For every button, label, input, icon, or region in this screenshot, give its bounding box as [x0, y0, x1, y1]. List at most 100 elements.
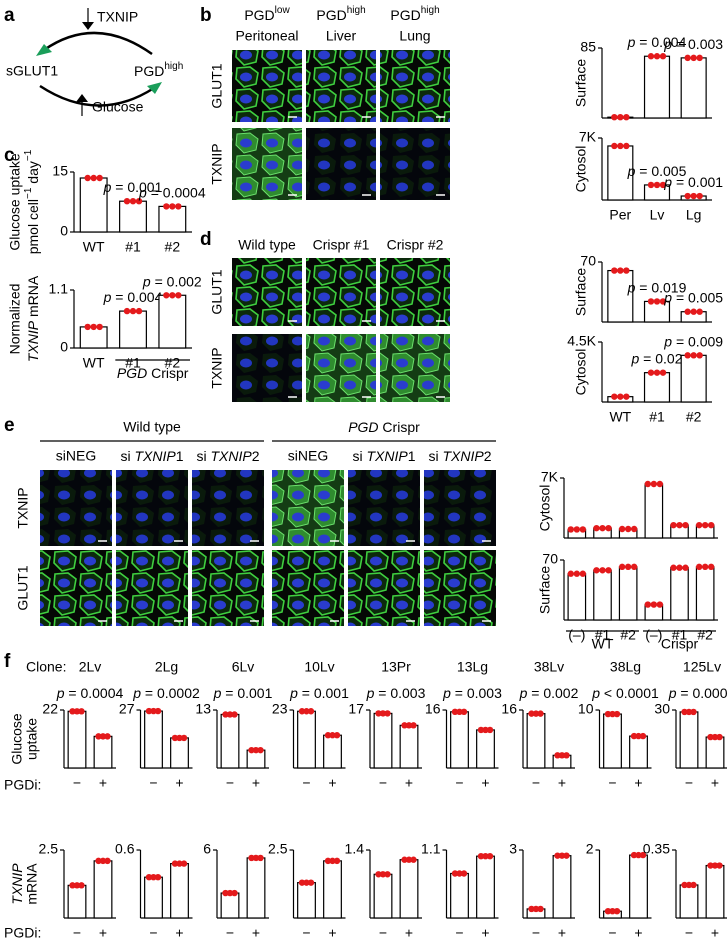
micrograph [306, 258, 376, 326]
data-point [630, 525, 638, 533]
p-value: p = 0.001 [213, 685, 273, 701]
bar [695, 566, 715, 621]
data-point [384, 710, 391, 717]
data-point [145, 707, 153, 715]
row-label: TXNIP [15, 487, 31, 528]
y-label-group: Surface [573, 59, 589, 107]
bar [297, 710, 316, 769]
y-tick-label: 7K [579, 129, 597, 145]
row-label-group: GLUT1 [209, 63, 225, 108]
data-point [613, 710, 621, 718]
data-point [617, 142, 624, 150]
p-value-part: p [627, 279, 636, 295]
data-point [685, 708, 693, 716]
data-point [573, 570, 581, 577]
y-label-group: Glucose uptake [9, 713, 40, 765]
data-point [451, 870, 459, 877]
data-point [696, 308, 703, 315]
x-tick-label: + [328, 925, 336, 941]
bar [220, 713, 240, 769]
arrowhead [36, 44, 52, 56]
data-point [532, 710, 540, 717]
micrograph [424, 470, 496, 546]
row-label: TXNIP [209, 347, 225, 388]
p-value: p = 0.004 [627, 34, 687, 50]
micrograph [192, 550, 264, 626]
y-axis-label: uptake [24, 718, 40, 760]
y-tick-label: 2.5 [39, 841, 59, 857]
data-point [650, 480, 658, 488]
p-value: p = 0.002 [519, 685, 579, 701]
p-value: p = 0.003 [442, 685, 502, 701]
data-point [690, 308, 697, 315]
data-point [231, 889, 238, 897]
data-point [701, 521, 709, 529]
column-label: si TXNIP2 [428, 448, 491, 464]
x-tick-label: − [73, 925, 81, 941]
data-point [410, 722, 417, 729]
data-point [410, 856, 417, 863]
data-point [324, 732, 332, 739]
data-point [104, 857, 111, 865]
x-tick-label: WT [83, 239, 105, 255]
data-point [379, 871, 387, 878]
data-point [650, 601, 658, 608]
data-point [579, 570, 587, 577]
p-value-part: p [627, 34, 636, 50]
data-point [567, 570, 575, 577]
data-point [617, 267, 624, 274]
p-value-part: p [132, 685, 141, 701]
column-label: Crispr #2 [387, 237, 444, 253]
bar [552, 855, 572, 919]
bar [93, 735, 113, 769]
micrograph [306, 50, 376, 122]
micrograph [348, 470, 420, 546]
data-point [84, 323, 91, 331]
diagram-label: PGDhigh [134, 61, 183, 79]
bar [603, 713, 622, 769]
data-point [90, 174, 97, 182]
bar [629, 735, 648, 769]
p-value-part: = 0.001 [672, 174, 723, 190]
data-point [154, 707, 162, 715]
row-label: GLUT1 [15, 565, 31, 610]
clone-name: 125Lv [683, 659, 721, 675]
p-value: p = 0.001 [289, 685, 349, 701]
data-point [171, 860, 179, 867]
data-point [647, 53, 655, 60]
p-value-part: p [103, 179, 112, 195]
x-tick-label: + [252, 775, 260, 791]
data-point [707, 563, 715, 571]
x-tick-label: (–) [645, 627, 662, 643]
data-point [690, 352, 697, 359]
x-tick-label: + [711, 925, 719, 941]
data-point [676, 564, 683, 571]
p-value: p = 0.004 [103, 289, 163, 305]
column-label: si TXNIP1 [120, 448, 183, 464]
data-point [154, 874, 162, 881]
y-tick-label: 13 [195, 701, 211, 717]
y-tick-label: 1.4 [345, 841, 365, 857]
data-point [696, 192, 703, 200]
x-tick-label: − [685, 775, 693, 791]
data-point [682, 564, 689, 571]
data-point [163, 203, 170, 210]
data-point [558, 752, 566, 759]
bar [644, 483, 664, 539]
micrograph [232, 258, 302, 326]
bar [220, 892, 240, 919]
p-value-part: p [663, 174, 672, 190]
x-tick-label: #1 [125, 355, 141, 371]
data-point [716, 862, 723, 869]
data-point [384, 871, 391, 878]
p-value: p = 0.005 [627, 163, 687, 179]
data-point [405, 722, 413, 729]
bar [593, 569, 612, 621]
row-label: TXNIP [209, 143, 225, 184]
x-tick-label: + [558, 775, 566, 791]
column-label: PGDhigh [316, 5, 365, 23]
x-tick-label: + [711, 775, 719, 791]
data-point [656, 480, 664, 488]
data-point [460, 708, 468, 716]
